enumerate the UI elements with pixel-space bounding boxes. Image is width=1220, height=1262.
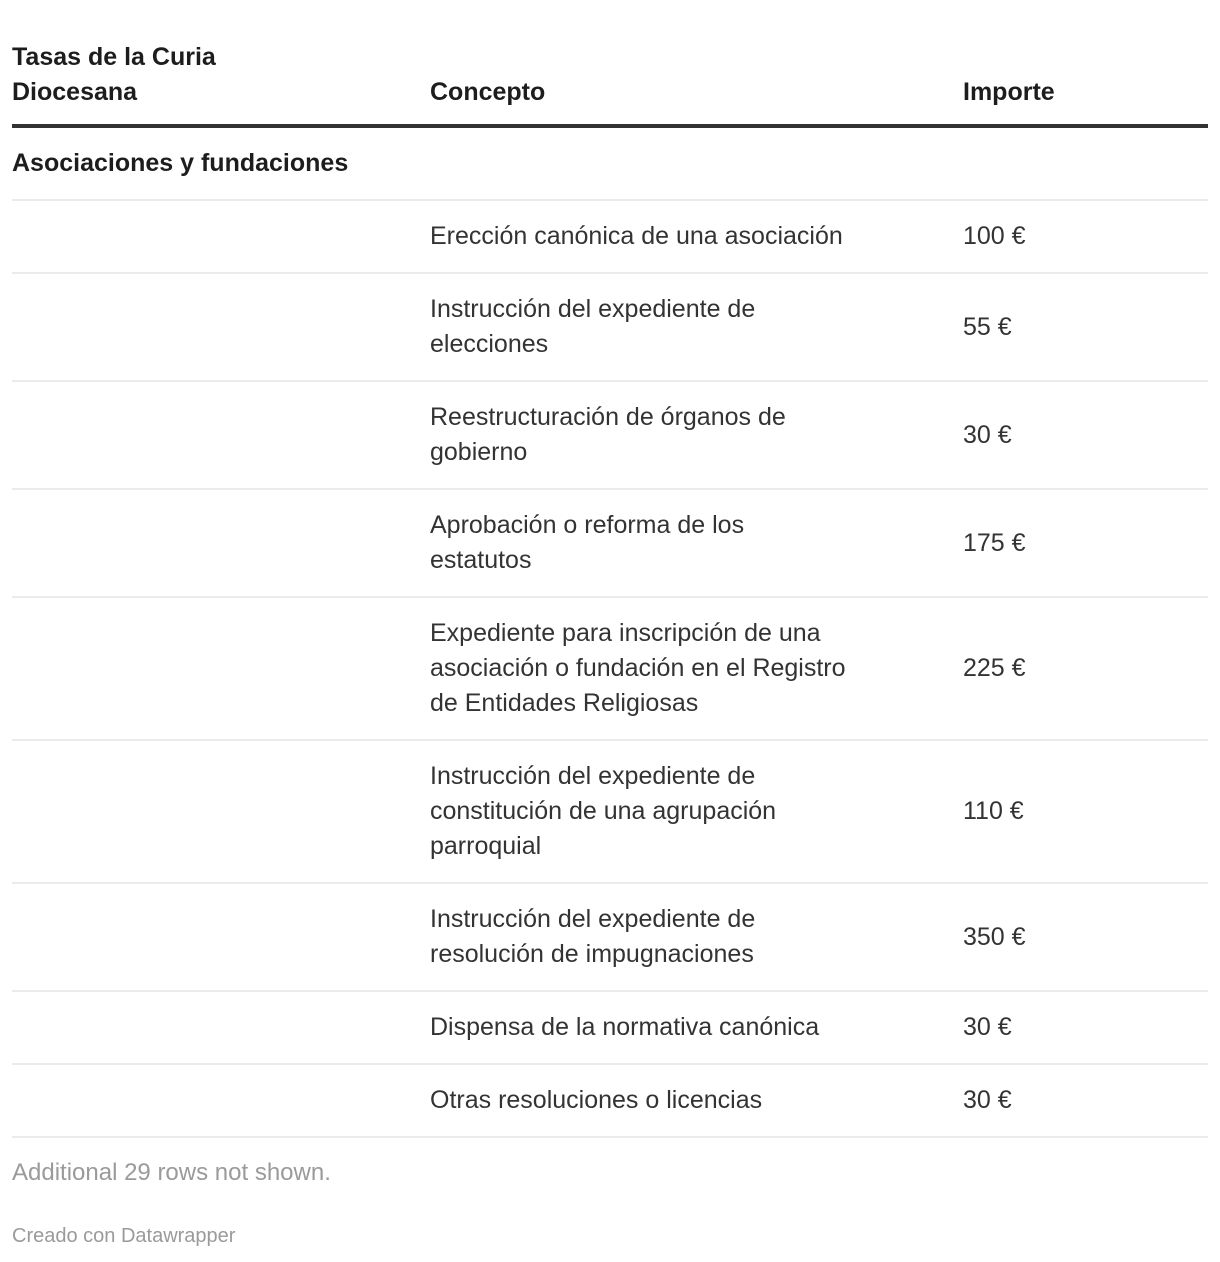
table-row: Expediente para inscripción de una asoci…	[12, 598, 1208, 741]
concepto-cell: Instrucción del expediente de elecciones	[430, 295, 756, 358]
section-header-row: Asociaciones y fundaciones	[12, 128, 1208, 201]
section-header-label: Asociaciones y fundaciones	[12, 149, 349, 177]
importe-cell: 30 €	[963, 1086, 1012, 1114]
concepto-cell: Otras resoluciones o licencias	[430, 1086, 763, 1114]
table-header-row: Tasas de la Curia Diocesana Concepto Imp…	[12, 0, 1208, 128]
rows-not-shown-note: Additional 29 rows not shown.	[12, 1159, 331, 1186]
concepto-cell: Expediente para inscripción de una asoci…	[430, 619, 846, 717]
importe-cell: 175 €	[963, 528, 1026, 557]
table-row: Reestructuración de órganos de gobierno …	[12, 382, 1208, 490]
importe-cell: 110 €	[963, 797, 1024, 825]
table-row: Erección canónica de una asociación 100 …	[12, 201, 1208, 274]
table-row: Dispensa de la normativa canónica 30 €	[12, 992, 1208, 1065]
importe-cell: 55 €	[963, 312, 1012, 341]
importe-cell: 30 €	[963, 1013, 1012, 1041]
table-row: Otras resoluciones o licencias 30 €	[12, 1065, 1208, 1138]
importe-cell: 225 €	[963, 654, 1026, 682]
column-header-title: Tasas de la Curia Diocesana	[12, 43, 216, 106]
importe-cell: 30 €	[963, 420, 1012, 449]
table-row: Instrucción del expediente de elecciones…	[12, 274, 1208, 382]
concepto-cell: Aprobación o reforma de los estatutos	[430, 511, 745, 574]
concepto-cell: Instrucción del expediente de resolución…	[430, 905, 756, 968]
column-header-importe: Importe	[963, 78, 1055, 106]
concepto-cell: Reestructuración de órganos de gobierno	[430, 403, 786, 466]
column-header-concepto: Concepto	[430, 78, 546, 106]
importe-cell: 350 €	[963, 922, 1026, 951]
table-row: Aprobación o reforma de los estatutos 17…	[12, 490, 1208, 598]
importe-cell: 100 €	[963, 222, 1026, 250]
table-row: Instrucción del expediente de constituci…	[12, 741, 1208, 884]
table-row: Instrucción del expediente de resolución…	[12, 884, 1208, 992]
concepto-cell: Erección canónica de una asociación	[430, 222, 843, 250]
concepto-cell: Instrucción del expediente de constituci…	[430, 762, 777, 860]
datawrapper-attribution-link[interactable]: Creado con Datawrapper	[12, 1225, 236, 1247]
concepto-cell: Dispensa de la normativa canónica	[430, 1013, 820, 1041]
